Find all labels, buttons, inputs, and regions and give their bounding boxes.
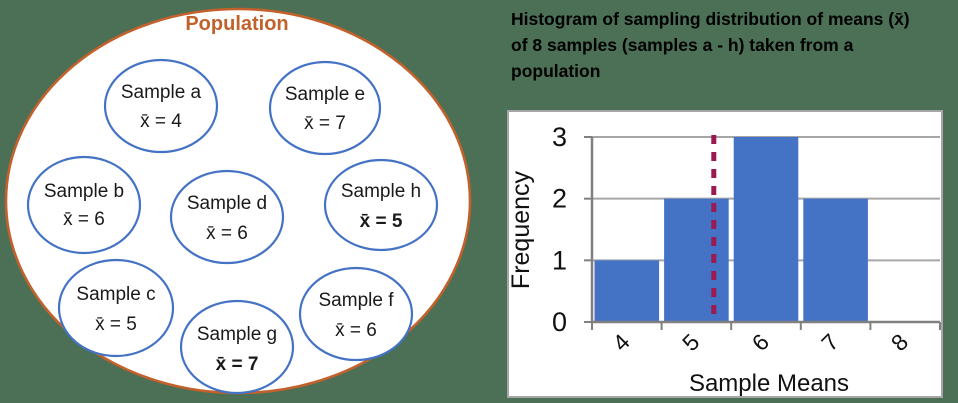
- sample-b-name: Sample b: [44, 181, 124, 202]
- sample-g-mean: x̄ = 7: [216, 354, 259, 375]
- sample-h-mean: x̄ = 5: [360, 211, 403, 232]
- bar-6: [733, 137, 799, 322]
- sample-circle-e: Sample e x̄ = 7: [268, 60, 382, 156]
- sample-circle-c: Sample c x̄ = 5: [57, 258, 175, 358]
- chart-heading: Histogram of sampling distribution of me…: [511, 6, 958, 84]
- sample-circle-b: Sample b x̄ = 6: [26, 155, 142, 255]
- sample-circle-f: Sample f x̄ = 6: [298, 266, 414, 362]
- sample-circle-a: Sample a x̄ = 4: [103, 58, 219, 154]
- x-axis-title: Sample Means: [689, 370, 849, 397]
- chart-heading-line-1: Histogram of sampling distribution of me…: [511, 9, 910, 29]
- bar-5: [664, 198, 729, 322]
- sample-g-name: Sample g: [197, 324, 277, 345]
- y-tick-label-2: 2: [552, 184, 567, 214]
- sample-c-mean: x̄ = 5: [95, 314, 137, 335]
- bar-4: [594, 260, 660, 322]
- sample-f-mean: x̄ = 6: [335, 320, 377, 341]
- sample-e-ellipse: [268, 60, 382, 156]
- y-axis-title: Frequency: [507, 170, 535, 289]
- sample-c-ellipse: [57, 258, 175, 358]
- sample-e-name: Sample e: [285, 84, 365, 105]
- sample-c-name: Sample c: [76, 284, 155, 305]
- sample-a-ellipse: [103, 58, 219, 154]
- sample-d-name: Sample d: [187, 193, 267, 214]
- sample-circle-h: Sample h x̄ = 5: [323, 158, 439, 252]
- population-diagram: Population Sample a x̄ = 4 Sample e x̄ =…: [4, 7, 472, 395]
- sample-g-ellipse: [179, 299, 295, 395]
- sample-circle-d: Sample d x̄ = 6: [169, 169, 285, 265]
- chart-heading-line-3: population: [511, 61, 601, 81]
- sample-h-ellipse: [323, 158, 439, 252]
- sample-h-name: Sample h: [341, 181, 421, 202]
- y-tick-label-3: 3: [552, 122, 567, 152]
- sample-b-ellipse: [26, 155, 142, 255]
- y-tick-label-1: 1: [552, 245, 567, 275]
- chart-heading-line-2: of 8 samples (samples a - h) taken from …: [511, 35, 854, 55]
- bar-7: [803, 198, 868, 322]
- population-label: Population: [185, 13, 288, 35]
- sample-circle-g: Sample g x̄ = 7: [179, 299, 295, 395]
- sample-a-name: Sample a: [121, 82, 202, 103]
- sample-d-mean: x̄ = 6: [206, 223, 248, 244]
- sample-f-name: Sample f: [319, 290, 395, 311]
- sample-d-ellipse: [169, 169, 285, 265]
- y-tick-label-0: 0: [552, 307, 567, 337]
- sample-e-mean: x̄ = 7: [304, 113, 346, 134]
- sample-a-mean: x̄ = 4: [140, 111, 182, 132]
- sample-f-ellipse: [298, 266, 414, 362]
- sample-b-mean: x̄ = 6: [63, 209, 105, 230]
